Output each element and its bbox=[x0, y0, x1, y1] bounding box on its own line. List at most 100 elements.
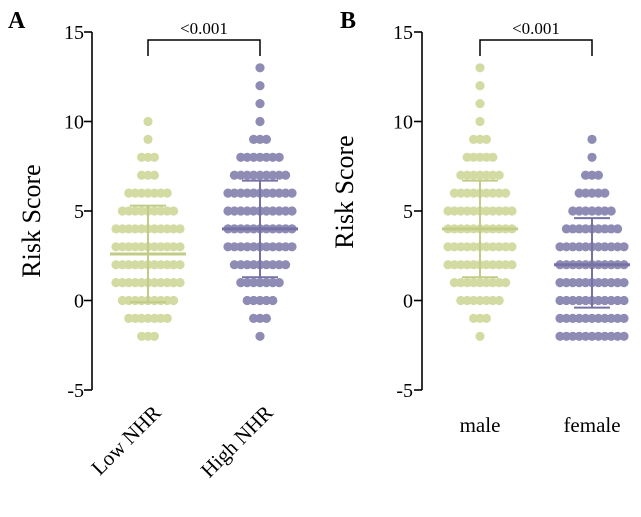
panel-b-data-point bbox=[593, 313, 604, 323]
panel-b-data-point bbox=[568, 278, 578, 288]
panel-a-data-point bbox=[249, 278, 259, 288]
panel-b-data-point bbox=[593, 278, 604, 288]
panel-a-data-point bbox=[117, 278, 127, 288]
panel-a-data-point bbox=[229, 260, 239, 270]
panel-b-data-point bbox=[507, 242, 517, 252]
panel-b-data-point bbox=[456, 242, 466, 252]
panel-a-data-point bbox=[124, 313, 134, 323]
panel-a-data-point bbox=[242, 188, 252, 198]
panel-b-data-point bbox=[593, 188, 604, 198]
panel-a-data-point bbox=[175, 224, 185, 234]
panel-a-category-label: High NHR bbox=[196, 401, 278, 483]
panel-b-data-point bbox=[568, 224, 578, 234]
panel-b-category-label: male bbox=[460, 413, 501, 437]
panel-a-data-point bbox=[223, 206, 233, 216]
panel-a-data-point bbox=[143, 116, 153, 127]
panel-a-data-point bbox=[261, 188, 271, 198]
panel-a-data-point bbox=[149, 188, 159, 198]
panel-a-data-point bbox=[156, 313, 166, 323]
panel-b-significance: <0.001 bbox=[479, 19, 593, 56]
panel-b-data-point bbox=[462, 260, 472, 270]
panel-a-data-point bbox=[143, 170, 153, 180]
panel-b-data-point bbox=[587, 188, 597, 198]
panel-a-data-point bbox=[117, 295, 127, 306]
panel-a-data-point bbox=[281, 260, 291, 270]
panel-a-data-point bbox=[124, 206, 134, 216]
panel-b-data-point bbox=[619, 313, 629, 323]
panel-a-data-point bbox=[169, 242, 179, 252]
panel-a-data-point bbox=[111, 242, 121, 252]
panel-b-dots bbox=[443, 63, 629, 341]
panel-b-data-point bbox=[606, 331, 616, 341]
panel-a-data-point bbox=[130, 188, 140, 198]
panel-b-data-point bbox=[593, 295, 604, 306]
panel-a-data-point bbox=[137, 152, 147, 162]
panel-b-data-point bbox=[574, 313, 584, 323]
panel-a-data-point bbox=[223, 242, 233, 252]
panel-a-data-point bbox=[261, 278, 271, 288]
panel-b-data-point bbox=[606, 313, 616, 323]
panel-a-data-point bbox=[156, 260, 166, 270]
panel-b-data-point bbox=[613, 224, 623, 234]
panel-a-data-point bbox=[117, 224, 127, 234]
panel-a-data-point bbox=[261, 170, 271, 180]
panel-a-data-point bbox=[124, 224, 134, 234]
panel-b-data-point bbox=[481, 242, 491, 252]
panel-a-data-point bbox=[268, 188, 278, 198]
panel-a-data-point bbox=[249, 206, 259, 216]
panel-a-data-point bbox=[249, 152, 259, 162]
panel-b-data-point bbox=[587, 152, 597, 162]
panel-b-data-point bbox=[475, 278, 485, 288]
panel-b-p-value: <0.001 bbox=[512, 19, 560, 38]
panel-b-data-point bbox=[581, 188, 591, 198]
panel-b-data-point bbox=[581, 242, 591, 252]
panel-a-data-point bbox=[274, 242, 284, 252]
panel-b-data-point bbox=[561, 278, 572, 288]
panel-b-data-point bbox=[587, 313, 597, 323]
panel-a-data-point bbox=[249, 242, 259, 252]
panel-a-data-point bbox=[111, 278, 121, 288]
panel-a-data-point bbox=[137, 278, 147, 288]
panel-a-data-point bbox=[236, 152, 246, 162]
panel-a-data-point bbox=[261, 242, 271, 252]
panel-b-data-point bbox=[606, 278, 616, 288]
panel-b-y-axis-label: Risk Score bbox=[330, 135, 359, 248]
panel-a-data-point bbox=[268, 278, 278, 288]
panel-b-data-point bbox=[600, 188, 610, 198]
panel-b: B Risk Score -5 0 5 10 15 <0.001 male female bbox=[330, 8, 630, 437]
panel-b-data-point bbox=[469, 170, 479, 180]
panel-b-data-point bbox=[561, 295, 572, 306]
panel-a-data-point bbox=[156, 188, 166, 198]
panel-b-data-point bbox=[600, 295, 610, 306]
panel-b-data-point bbox=[469, 278, 479, 288]
panel-b-data-point bbox=[581, 206, 591, 216]
panel-b-data-point bbox=[488, 260, 498, 270]
panel-b-data-point bbox=[456, 170, 466, 180]
panel-a-y-tick-label: 15 bbox=[64, 22, 84, 44]
panel-b-data-point bbox=[475, 63, 485, 73]
panel-a-data-point bbox=[130, 242, 140, 252]
panel-b-data-point bbox=[555, 331, 565, 341]
panel-a-data-point bbox=[261, 206, 271, 216]
panel-b-data-point bbox=[501, 206, 511, 216]
panel-a-data-point bbox=[130, 260, 140, 270]
panel-a-data-point bbox=[274, 206, 284, 216]
panel-a-data-point bbox=[261, 134, 271, 144]
panel-a-data-point bbox=[143, 134, 153, 144]
panel-b-data-point bbox=[600, 278, 610, 288]
panel-b-data-point bbox=[475, 116, 485, 127]
panel-a-data-point bbox=[162, 206, 172, 216]
panel-b-data-point bbox=[456, 295, 466, 306]
panel-b-data-point bbox=[481, 170, 491, 180]
panel-b-data-point bbox=[469, 295, 479, 306]
panel-a-significance: <0.001 bbox=[147, 19, 261, 56]
panel-b-data-point bbox=[619, 278, 629, 288]
panel-b-data-point bbox=[481, 260, 491, 270]
panel-b-data-point bbox=[593, 331, 604, 341]
panel-b-data-point bbox=[449, 260, 459, 270]
panel-b-y-tick-label: 5 bbox=[403, 201, 413, 223]
panel-b-data-point bbox=[494, 295, 504, 306]
panel-a-data-point bbox=[149, 242, 159, 252]
panel-b-mean-sd bbox=[442, 179, 630, 309]
